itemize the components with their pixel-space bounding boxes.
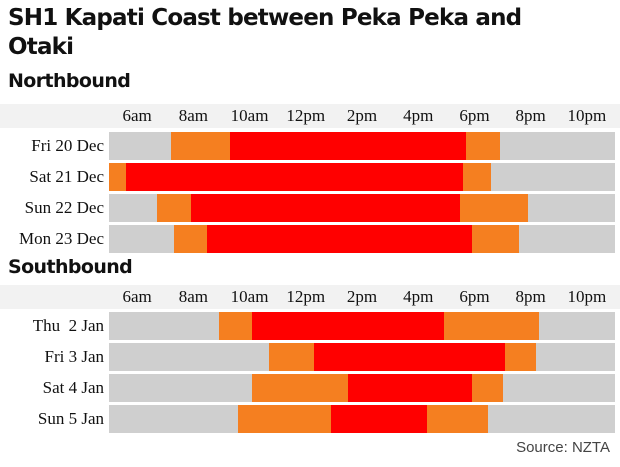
congestion-segment-orange (173, 225, 208, 253)
congestion-segment-gray (488, 405, 615, 433)
north-tick-label: 4pm (403, 106, 434, 125)
south-tick-label: 10pm (567, 287, 607, 306)
north-row-track (109, 225, 615, 253)
southbound-title: Southbound (8, 256, 133, 278)
congestion-segment-red (190, 194, 461, 222)
north-tick-label: 2pm (346, 106, 378, 125)
south-row-track (109, 374, 615, 402)
congestion-segment-orange (109, 163, 126, 191)
north-row-label: Sat 21 Dec (29, 167, 104, 186)
north-row-label: Mon 23 Dec (19, 229, 104, 248)
source-note: Source: NZTA (516, 439, 610, 456)
north-tick-label: 8am (178, 106, 208, 125)
north-row-track (109, 194, 615, 222)
south-tick-label: 10am (230, 287, 269, 306)
congestion-segment-red (347, 374, 472, 402)
congestion-segment-gray (536, 343, 615, 371)
congestion-segment-orange (170, 132, 230, 160)
congestion-segment-gray (109, 225, 174, 253)
north-tick-label: 12pm (286, 106, 326, 125)
congestion-segment-gray (491, 163, 615, 191)
congestion-segment-gray (109, 374, 253, 402)
north-tick-label: 6pm (459, 106, 490, 125)
congestion-segment-gray (109, 343, 270, 371)
northbound-title: Northbound (8, 70, 131, 92)
congestion-segment-gray (502, 374, 615, 402)
congestion-segment-red (125, 163, 464, 191)
congestion-segment-gray (527, 194, 615, 222)
north-tick-label: 10am (230, 106, 269, 125)
south-tick-label: 8am (178, 287, 208, 306)
congestion-segment-orange (471, 225, 520, 253)
congestion-segment-orange (218, 312, 253, 340)
north-tick-label: 8pm (515, 106, 546, 125)
congestion-segment-gray (539, 312, 615, 340)
south-row-label: Sat 4 Jan (42, 378, 104, 397)
north-tick-label: 10pm (567, 106, 607, 125)
northbound-axis: 6am 8am 10am 12pm 2pm 4pm 6pm 8pm 10pm (0, 104, 620, 128)
congestion-segment-orange (269, 343, 315, 371)
congestion-segment-orange (238, 405, 332, 433)
south-tick-label: 2pm (346, 287, 378, 306)
congestion-segment-orange (463, 163, 492, 191)
congestion-segment-red (252, 312, 444, 340)
chart-title: SH1 Kapati Coast between Peka Peka and O… (8, 5, 522, 60)
congestion-segment-orange (156, 194, 191, 222)
congestion-segment-orange (505, 343, 537, 371)
congestion-segment-red (207, 225, 472, 253)
north-row-label: Fri 20 Dec (31, 136, 104, 155)
south-row-label: Fri 3 Jan (44, 347, 105, 366)
congestion-segment-gray (109, 132, 171, 160)
congestion-segment-gray (519, 225, 615, 253)
north-row-track (109, 132, 615, 160)
north-row-track (109, 163, 615, 191)
south-tick-label: 4pm (403, 287, 434, 306)
congestion-segment-orange (471, 374, 503, 402)
congestion-segment-red (331, 405, 427, 433)
south-tick-label: 8pm (515, 287, 546, 306)
congestion-segment-orange (252, 374, 348, 402)
congestion-segment-orange (466, 132, 500, 160)
south-row-label: Thu 2 Jan (32, 316, 104, 335)
southbound-axis: 6am 8am 10am 12pm 2pm 4pm 6pm 8pm 10pm (0, 285, 620, 309)
south-row-track (109, 405, 615, 433)
south-row-label: Sun 5 Jan (37, 409, 104, 428)
south-row-track (109, 312, 615, 340)
congestion-segment-orange (426, 405, 489, 433)
south-tick-label: 12pm (286, 287, 326, 306)
congestion-segment-orange (460, 194, 528, 222)
south-row-track (109, 343, 615, 371)
congestion-segment-red (229, 132, 466, 160)
south-tick-label: 6am (122, 287, 152, 306)
north-tick-label: 6am (122, 106, 152, 125)
congestion-segment-orange (443, 312, 540, 340)
congestion-segment-gray (109, 312, 219, 340)
congestion-segment-gray (499, 132, 615, 160)
congestion-segment-gray (109, 194, 157, 222)
south-tick-label: 6pm (459, 287, 490, 306)
north-row-label: Sun 22 Dec (24, 198, 104, 217)
congestion-segment-gray (109, 405, 239, 433)
congestion-segment-red (314, 343, 506, 371)
